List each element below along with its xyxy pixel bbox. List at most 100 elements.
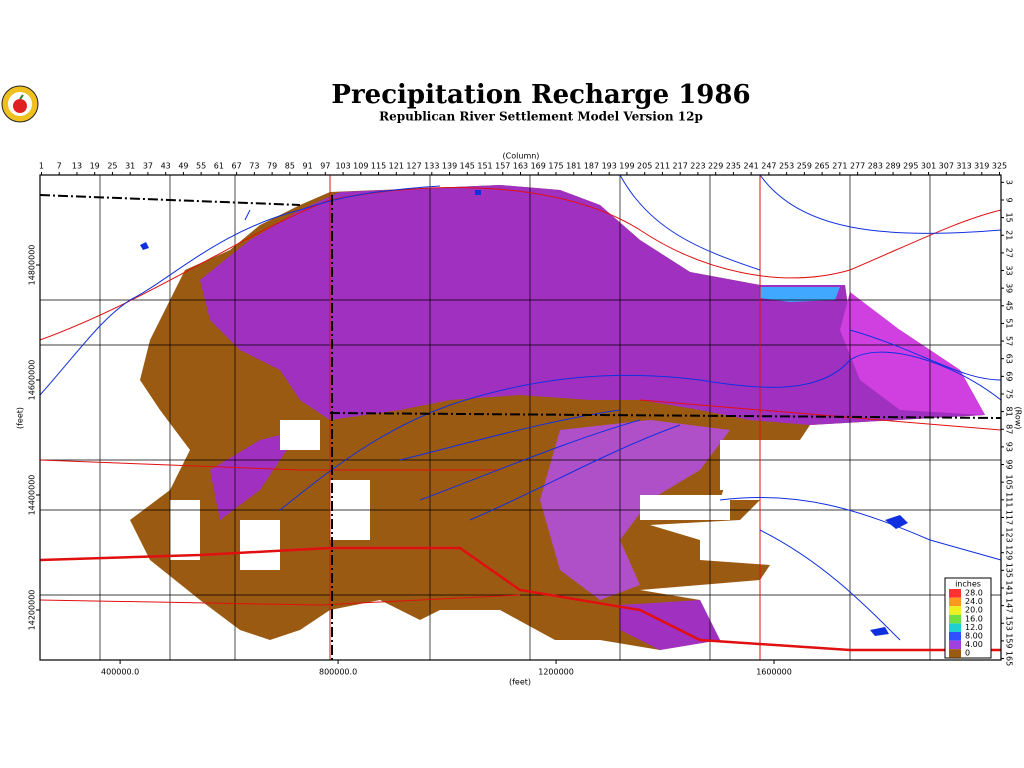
- column-tick-label: 241: [743, 162, 758, 171]
- legend-label: 16.0: [965, 614, 983, 623]
- logo-apple: [13, 99, 27, 113]
- x-tick-label: 400000.0: [101, 668, 139, 677]
- legend-swatch: [949, 649, 961, 658]
- column-tick-label: 265: [814, 162, 829, 171]
- legend-label: 8.00: [965, 632, 983, 641]
- column-tick-label: 127: [406, 162, 421, 171]
- row-tick-label: 75: [1005, 389, 1014, 399]
- column-tick-label: 325: [992, 162, 1007, 171]
- column-tick-label: 235: [726, 162, 741, 171]
- y-tick-label: 14800000: [28, 245, 37, 286]
- column-tick-label: 37: [143, 162, 153, 171]
- x-label: (feet): [509, 678, 531, 687]
- column-tick-label: 31: [125, 162, 135, 171]
- column-tick-label: 187: [584, 162, 599, 171]
- row-tick-label: 93: [1005, 442, 1014, 452]
- row-tick-label: 57: [1005, 336, 1014, 346]
- column-tick-label: 319: [974, 162, 989, 171]
- legend-swatch: [949, 614, 961, 624]
- inactive-cell: [170, 500, 200, 560]
- row-tick-label: 105: [1005, 475, 1014, 490]
- row-tick-label: 9: [1005, 197, 1014, 202]
- column-tick-label: 169: [531, 162, 546, 171]
- legend-swatch: [949, 589, 961, 598]
- column-tick-label: 61: [214, 162, 224, 171]
- row-tick-label: 45: [1005, 301, 1014, 311]
- row-tick-label: 111: [1005, 492, 1014, 507]
- column-tick-label: 181: [566, 162, 581, 171]
- column-tick-label: 211: [655, 162, 670, 171]
- recharge-mid: [200, 185, 985, 425]
- column-tick-label: 283: [868, 162, 883, 171]
- column-tick-label: 121: [389, 162, 404, 171]
- column-tick-label: 7: [57, 162, 62, 171]
- row-tick-label: 147: [1005, 598, 1014, 613]
- y-label: (feet): [16, 407, 25, 429]
- inactive-cell: [280, 420, 320, 450]
- river: [279, 351, 1002, 511]
- river: [399, 409, 681, 521]
- column-tick-label: 307: [939, 162, 954, 171]
- inactive-cell: [640, 495, 730, 520]
- legend-label: 20.0: [965, 606, 983, 615]
- row-tick-label: 135: [1005, 563, 1014, 578]
- column-tick-label: 115: [371, 162, 386, 171]
- river: [619, 174, 1002, 381]
- row-tick-label: 27: [1005, 248, 1014, 258]
- legend-swatch: [949, 623, 961, 632]
- column-tick-label: 103: [335, 162, 350, 171]
- column-tick-label: 157: [495, 162, 510, 171]
- column-tick-label: 223: [690, 162, 705, 171]
- row-tick-label: 153: [1005, 616, 1014, 631]
- y-tick-label: 14200000: [28, 590, 37, 631]
- x-tick-label: 1600000: [756, 668, 792, 677]
- column-tick-label: 43: [161, 162, 171, 171]
- legend-swatch: [949, 606, 961, 615]
- row-tick-label: 165: [1005, 651, 1014, 666]
- row-tick-label: 39: [1005, 283, 1014, 293]
- column-tick-label: 151: [477, 162, 492, 171]
- x-tick-label: 800000.0: [319, 668, 357, 677]
- legend-title: inches: [955, 580, 981, 589]
- state-boundary: [39, 194, 1002, 660]
- column-tick-label: 259: [797, 162, 812, 171]
- column-tick-label: 205: [637, 162, 652, 171]
- row-tick-label: 69: [1005, 371, 1014, 381]
- road: [39, 187, 1002, 341]
- column-tick-label: 229: [708, 162, 723, 171]
- river: [719, 496, 1002, 641]
- column-tick-label: 247: [761, 162, 776, 171]
- road: [39, 546, 1001, 652]
- legend-swatch: [949, 632, 961, 641]
- column-tick-label: 295: [903, 162, 918, 171]
- column-tick-label: 55: [196, 162, 206, 171]
- logo-leaf: [19, 94, 24, 100]
- column-tick-label: 277: [850, 162, 865, 171]
- column-tick-label: 97: [320, 162, 330, 171]
- y-tick-label: 14400000: [28, 475, 37, 516]
- row-tick-label: 21: [1005, 230, 1014, 240]
- column-tick-label: 73: [249, 162, 259, 171]
- column-tick-label: 301: [921, 162, 936, 171]
- column-tick-label: 217: [673, 162, 688, 171]
- row-tick-label: 123: [1005, 527, 1014, 542]
- column-tick-label: 199: [619, 162, 634, 171]
- row-tick-label: 141: [1005, 580, 1014, 595]
- column-tick-label: 49: [178, 162, 188, 171]
- legend-label: 4.00: [965, 640, 983, 649]
- column-tick-label: 289: [885, 162, 900, 171]
- column-tick-label: 1: [39, 162, 44, 171]
- column-tick-label: 85: [285, 162, 295, 171]
- column-tick-label: 91: [303, 162, 313, 171]
- row-tick-label: 3: [1005, 180, 1014, 185]
- column-tick-label: 175: [548, 162, 563, 171]
- row-tick-label: 51: [1005, 318, 1014, 328]
- legend-label: 24.0: [965, 597, 983, 606]
- legend-swatch: [949, 597, 961, 607]
- column-tick-label: 193: [602, 162, 617, 171]
- river: [39, 185, 441, 396]
- column-tick-label: 163: [513, 162, 528, 171]
- column-tick-label: 139: [442, 162, 457, 171]
- row-tick-label: 129: [1005, 545, 1014, 560]
